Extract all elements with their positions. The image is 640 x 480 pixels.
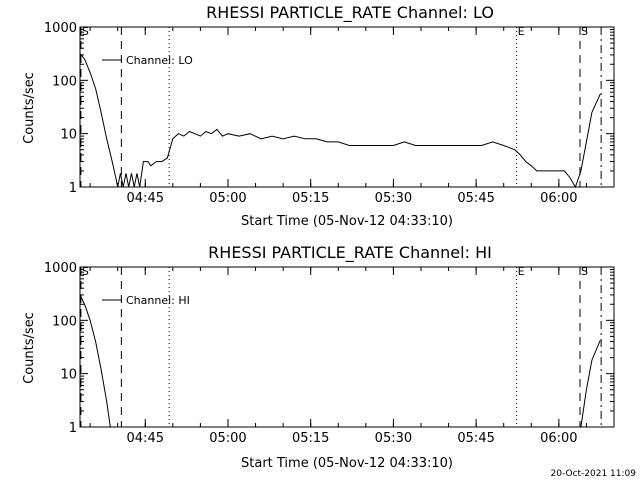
x-tick-label: 05:15 — [292, 431, 329, 446]
plot-frame — [79, 26, 615, 188]
event-marker-label: E — [518, 25, 525, 38]
axis-ticks: 04:45 05:00 05:15 05:30 05:45 06:00 1 10 100 1000 — [44, 21, 615, 206]
event-marker-label: S — [82, 265, 89, 278]
event-marker-label: S — [581, 25, 588, 38]
footer-timestamp: 20-Oct-2021 11:09 — [551, 469, 637, 479]
event-marker-label: E — [518, 265, 525, 278]
y-tick-label: 10 — [60, 128, 77, 143]
legend-entry: Channel: HI — [126, 294, 190, 307]
event-marker-label: S — [581, 265, 588, 278]
x-tick-label: 05:30 — [375, 191, 412, 206]
x-tick-label: 04:45 — [127, 431, 164, 446]
x-tick-label: 06:00 — [540, 191, 577, 206]
x-tick-label: 05:45 — [457, 191, 494, 206]
event-marker-label: S — [82, 25, 89, 38]
series-line — [79, 53, 601, 189]
y-tick-label: 1000 — [44, 21, 77, 36]
x-axis-label: Start Time (05-Nov-12 04:33:10) — [241, 214, 453, 229]
plot-frame — [79, 266, 615, 428]
hi-channel-panel: RHESSI PARTICLE_RATE Channel: HI Counts/… — [22, 243, 615, 471]
series-line — [580, 340, 601, 428]
series-line — [79, 294, 111, 428]
x-tick-label: 05:45 — [457, 431, 494, 446]
data-series — [79, 53, 601, 189]
y-tick-label: 10 — [60, 368, 77, 383]
x-tick-label: 05:30 — [375, 431, 412, 446]
x-axis-label: Start Time (05-Nov-12 04:33:10) — [241, 456, 453, 471]
legend: Channel: HI — [102, 294, 190, 307]
x-tick-label: 05:15 — [292, 191, 329, 206]
y-tick-label: 1000 — [44, 261, 77, 276]
x-tick-label: 04:45 — [127, 191, 164, 206]
y-axis-label: Counts/sec — [22, 312, 37, 384]
lo-channel-panel: RHESSI PARTICLE_RATE Channel: LO Counts/… — [22, 3, 615, 229]
legend-entry: Channel: LO — [126, 54, 193, 67]
y-tick-label: 1 — [69, 181, 77, 196]
axis-ticks: 04:45 05:00 05:15 05:30 05:45 06:00 1 10 100 1000 — [44, 261, 615, 446]
y-tick-label: 100 — [52, 74, 77, 89]
chart-title: RHESSI PARTICLE_RATE Channel: HI — [208, 243, 492, 263]
data-series — [79, 294, 601, 428]
y-axis-label: Counts/sec — [22, 72, 37, 144]
x-tick-label: 05:00 — [209, 191, 246, 206]
chart-title: RHESSI PARTICLE_RATE Channel: LO — [206, 3, 494, 23]
y-tick-label: 100 — [52, 314, 77, 329]
legend: Channel: LO — [102, 54, 193, 67]
x-tick-label: 05:00 — [209, 431, 246, 446]
y-tick-label: 1 — [69, 421, 77, 436]
x-tick-label: 06:00 — [540, 431, 577, 446]
